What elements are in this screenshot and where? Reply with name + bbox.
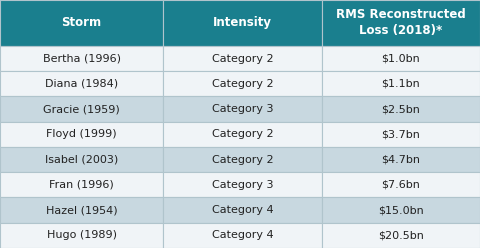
Text: Category 4: Category 4 — [212, 205, 273, 215]
Bar — [322, 46, 480, 71]
Bar — [163, 0, 322, 46]
Bar — [0, 71, 163, 96]
Bar — [0, 122, 163, 147]
Bar — [163, 172, 322, 197]
Text: $20.5bn: $20.5bn — [378, 230, 424, 240]
Bar — [163, 147, 322, 172]
Bar — [163, 122, 322, 147]
Bar — [322, 71, 480, 96]
Bar — [322, 197, 480, 223]
Text: $4.7bn: $4.7bn — [381, 155, 420, 165]
Bar — [322, 122, 480, 147]
Bar — [163, 197, 322, 223]
Text: $7.6bn: $7.6bn — [382, 180, 420, 190]
Text: Category 3: Category 3 — [212, 180, 273, 190]
Bar — [322, 96, 480, 122]
Bar — [0, 147, 163, 172]
Text: Category 2: Category 2 — [212, 54, 273, 63]
Text: Diana (1984): Diana (1984) — [45, 79, 118, 89]
Text: Category 4: Category 4 — [212, 230, 273, 240]
Text: $1.0bn: $1.0bn — [382, 54, 420, 63]
Bar — [0, 96, 163, 122]
Bar — [0, 0, 163, 46]
Text: Intensity: Intensity — [213, 16, 272, 30]
Bar — [322, 147, 480, 172]
Bar — [322, 172, 480, 197]
Bar — [163, 223, 322, 248]
Bar — [163, 46, 322, 71]
Text: Category 2: Category 2 — [212, 79, 273, 89]
Text: Hugo (1989): Hugo (1989) — [47, 230, 117, 240]
Text: Storm: Storm — [61, 16, 102, 30]
Bar — [0, 197, 163, 223]
Text: RMS Reconstructed
Loss (2018)*: RMS Reconstructed Loss (2018)* — [336, 8, 466, 37]
Bar — [163, 96, 322, 122]
Text: Bertha (1996): Bertha (1996) — [43, 54, 120, 63]
Text: Gracie (1959): Gracie (1959) — [43, 104, 120, 114]
Text: $15.0bn: $15.0bn — [378, 205, 424, 215]
Text: Category 2: Category 2 — [212, 129, 273, 139]
Bar — [0, 223, 163, 248]
Text: Hazel (1954): Hazel (1954) — [46, 205, 118, 215]
Text: Category 3: Category 3 — [212, 104, 273, 114]
Bar — [322, 223, 480, 248]
Bar — [322, 0, 480, 46]
Bar — [0, 46, 163, 71]
Bar — [163, 71, 322, 96]
Text: Isabel (2003): Isabel (2003) — [45, 155, 118, 165]
Text: Fran (1996): Fran (1996) — [49, 180, 114, 190]
Bar — [0, 172, 163, 197]
Text: Category 2: Category 2 — [212, 155, 273, 165]
Text: $1.1bn: $1.1bn — [382, 79, 420, 89]
Text: $2.5bn: $2.5bn — [382, 104, 420, 114]
Text: $3.7bn: $3.7bn — [382, 129, 420, 139]
Text: Floyd (1999): Floyd (1999) — [46, 129, 117, 139]
